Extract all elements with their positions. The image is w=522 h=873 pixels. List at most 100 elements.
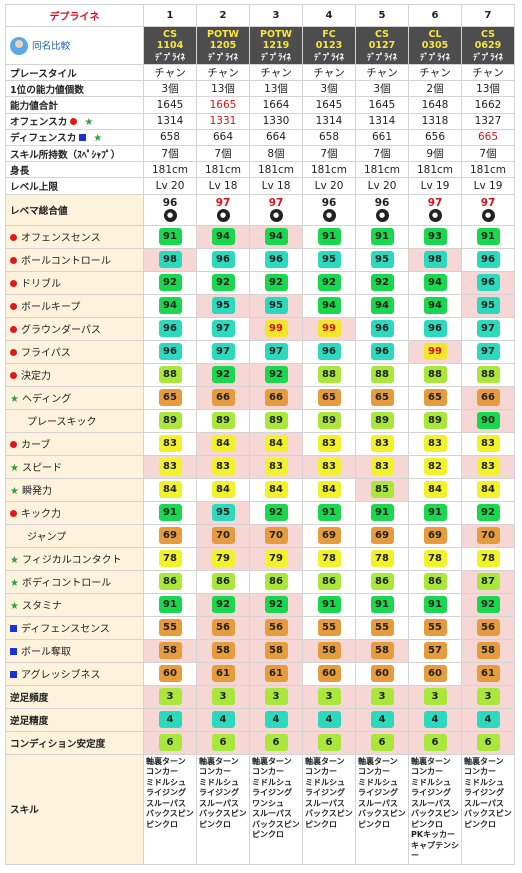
stat-cell: 84	[143, 477, 197, 502]
info-value: チャン	[461, 63, 515, 82]
stat-cell: 61	[249, 661, 303, 686]
extra-label: 逆足頻度	[5, 684, 144, 709]
stat-chip: 84	[211, 481, 235, 498]
player-card[interactable]: CS 1104 ﾃﾞﾌﾟﾗｲﾈ	[143, 26, 197, 65]
player-card[interactable]: POTW 1219 ﾃﾞﾌﾟﾗｲﾈ	[249, 26, 303, 65]
info-value: 181cm	[143, 161, 197, 179]
stat-cell: 97	[461, 339, 515, 364]
stat-chip: 86	[264, 573, 288, 590]
stat-cell: 60	[355, 661, 409, 686]
stat-cell: 58	[302, 638, 356, 663]
rating-icon: ●	[304, 209, 355, 222]
extra-cell: 3	[355, 684, 409, 709]
stat-cell: 61	[196, 661, 250, 686]
stat-cell: 88	[143, 362, 197, 387]
info-value: 13個	[196, 80, 250, 98]
stat-chip: 86	[317, 573, 341, 590]
stat-chip: 66	[264, 389, 288, 406]
player-card[interactable]: CS 0127 ﾃﾞﾌﾟﾗｲﾈ	[355, 26, 409, 65]
stat-cell: 83	[461, 454, 515, 479]
stat-cell: 92	[355, 270, 409, 295]
stat-label-text: カーブ	[21, 440, 51, 451]
info-value: 9個	[408, 144, 462, 163]
extra-label: コンディション安定度	[5, 730, 144, 755]
stat-cell: 92	[461, 592, 515, 617]
player-card[interactable]: CL 0305 ﾃﾞﾌﾟﾗｲﾈ	[408, 26, 462, 65]
stat-chip: 56	[476, 619, 500, 636]
col-1: 1	[143, 4, 197, 27]
stat-chip: 96	[476, 274, 500, 291]
stat-chip: 70	[476, 527, 500, 544]
stat-cell: 96	[461, 247, 515, 272]
extra-cell: 6	[302, 730, 356, 755]
stat-cell: 57	[408, 638, 462, 663]
stat-cell: 91	[355, 592, 409, 617]
stat-cell: 58	[461, 638, 515, 663]
stat-cell: 94	[302, 293, 356, 318]
stat-chip: 92	[264, 274, 288, 291]
rating-icon: ●	[251, 209, 302, 222]
stat-chip: 97	[211, 343, 235, 360]
extra-chip: 3	[211, 688, 235, 705]
stat-chip: 92	[476, 596, 500, 613]
info-value: 1645	[355, 96, 409, 114]
rating-value: 96 ●	[143, 193, 197, 226]
stat-label-text: グラウンダーパス	[21, 325, 101, 336]
skills-list: 軸裏ターン コンカー ミドルシュ ライジング ワンシュ スルーパス バックスピン…	[249, 753, 303, 865]
info-value: 181cm	[461, 161, 515, 179]
stat-chip: 58	[476, 642, 500, 659]
offense-dot-icon	[10, 257, 17, 264]
stat-chip: 89	[317, 412, 341, 429]
stat-chip: 61	[211, 665, 235, 682]
stat-cell: 83	[355, 431, 409, 456]
player-card[interactable]: FC 0123 ﾃﾞﾌﾟﾗｲﾈ	[302, 26, 356, 65]
stat-cell: 97	[249, 339, 303, 364]
player-card[interactable]: CS 0629 ﾃﾞﾌﾟﾗｲﾈ	[461, 26, 515, 65]
extra-chip: 3	[158, 688, 182, 705]
compare-label[interactable]: 同名比較	[5, 26, 144, 65]
info-value: 7個	[461, 144, 515, 163]
stat-chip: 88	[370, 366, 394, 383]
info-value: Lv 18	[249, 177, 303, 195]
stat-cell: 91	[355, 500, 409, 525]
stat-chip: 92	[211, 274, 235, 291]
star-icon: ★	[10, 601, 19, 612]
extra-cell: 3	[302, 684, 356, 709]
stat-cell: 83	[461, 431, 515, 456]
extra-chip: 6	[423, 734, 447, 751]
stat-chip: 87	[476, 573, 500, 590]
info-value: 7個	[143, 144, 197, 163]
info-value: 181cm	[249, 161, 303, 179]
stat-chip: 79	[211, 550, 235, 567]
stat-label: アグレッシブネス	[5, 661, 144, 686]
stat-cell: 95	[249, 293, 303, 318]
info-label-text: レベル上限	[10, 181, 58, 193]
stat-chip: 92	[317, 274, 341, 291]
ball-icon: ●	[375, 209, 389, 222]
stat-chip: 92	[264, 366, 288, 383]
card-type: CS	[481, 29, 495, 40]
stat-chip: 97	[264, 343, 288, 360]
stat-cell: 92	[196, 270, 250, 295]
stat-cell: 94	[143, 293, 197, 318]
player-card[interactable]: POTW 1205 ﾃﾞﾌﾟﾗｲﾈ	[196, 26, 250, 65]
card-type: POTW	[260, 29, 292, 40]
stat-chip: 55	[158, 619, 182, 636]
stat-label: プレースキック	[5, 408, 144, 433]
stat-label-text: ジャンプ	[27, 532, 67, 543]
stat-chip: 95	[370, 251, 394, 268]
stat-label: キック力	[5, 500, 144, 525]
rating-value: 96 ●	[302, 193, 356, 226]
stat-chip: 92	[158, 274, 182, 291]
stat-cell: 98	[408, 247, 462, 272]
stat-label: ★ ボディコントロール	[5, 569, 144, 594]
stat-cell: 86	[355, 569, 409, 594]
stat-cell: 55	[143, 615, 197, 640]
stat-cell: 86	[196, 569, 250, 594]
stat-chip: 69	[317, 527, 341, 544]
stat-cell: 78	[355, 546, 409, 571]
stat-cell: 95	[461, 293, 515, 318]
stat-chip: 89	[423, 412, 447, 429]
stat-cell: 56	[196, 615, 250, 640]
info-label: ディフェンスカ ★	[5, 128, 144, 146]
